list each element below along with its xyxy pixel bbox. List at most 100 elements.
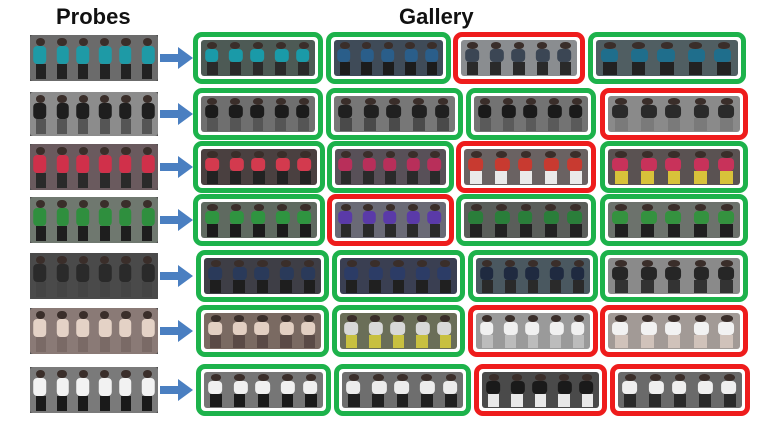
pedestrian-frame bbox=[505, 372, 528, 408]
gallery-match-correct bbox=[327, 141, 454, 193]
result-row bbox=[0, 364, 760, 416]
pedestrian-frame bbox=[661, 149, 687, 185]
pedestrian-frame bbox=[357, 149, 379, 185]
pedestrian-frame bbox=[227, 313, 250, 349]
pedestrian-frame bbox=[596, 40, 624, 76]
pedestrian-frame bbox=[201, 202, 224, 238]
pedestrian-frame bbox=[115, 92, 136, 136]
gallery-match-correct bbox=[600, 250, 748, 302]
pedestrian-frame bbox=[363, 313, 386, 349]
pedestrian-frame bbox=[137, 92, 158, 136]
pedestrian-frame bbox=[489, 202, 514, 238]
pedestrian-frame bbox=[387, 313, 410, 349]
walking-sequence-frames bbox=[30, 253, 158, 299]
pedestrian-frame bbox=[692, 372, 717, 408]
pedestrian-frame bbox=[224, 149, 247, 185]
walking-sequence-frames bbox=[340, 258, 457, 294]
gallery-match-correct bbox=[193, 141, 325, 193]
pedestrian-frame bbox=[51, 92, 72, 136]
pedestrian-frame bbox=[439, 372, 463, 408]
pedestrian-frame bbox=[464, 149, 489, 185]
pedestrian-frame bbox=[474, 96, 497, 132]
walking-sequence-frames bbox=[30, 197, 158, 243]
pedestrian-frame bbox=[514, 202, 539, 238]
pedestrian-frame bbox=[538, 202, 563, 238]
walking-sequence-frames bbox=[596, 40, 738, 76]
walking-sequence-frames bbox=[335, 202, 446, 238]
pedestrian-frame bbox=[51, 253, 72, 299]
pedestrian-frame bbox=[73, 367, 94, 413]
pedestrian-frame bbox=[251, 258, 274, 294]
pedestrian-frame bbox=[544, 258, 567, 294]
gallery-match-correct bbox=[600, 141, 748, 193]
gallery-match-correct bbox=[193, 194, 325, 246]
pedestrian-frame bbox=[274, 258, 297, 294]
pedestrian-frame bbox=[271, 202, 294, 238]
pedestrian-frame bbox=[507, 40, 530, 76]
pedestrian-frame bbox=[30, 144, 51, 190]
pedestrian-frame bbox=[567, 258, 590, 294]
walking-sequence-frames bbox=[201, 149, 317, 185]
gallery-match-correct bbox=[456, 194, 596, 246]
probe-image bbox=[30, 367, 158, 413]
pedestrian-frame bbox=[634, 202, 660, 238]
pedestrian-frame bbox=[30, 35, 51, 81]
probe-image bbox=[30, 35, 158, 81]
walking-sequence-frames bbox=[342, 372, 463, 408]
pedestrian-frame bbox=[201, 149, 224, 185]
gallery-match-correct bbox=[334, 364, 471, 416]
pedestrian-frame bbox=[522, 258, 545, 294]
probe-image bbox=[30, 197, 158, 243]
pedestrian-frame bbox=[94, 308, 115, 354]
pedestrian-frame bbox=[30, 367, 51, 413]
pedestrian-frame bbox=[464, 202, 489, 238]
pedestrian-frame bbox=[402, 149, 424, 185]
gallery-match-correct bbox=[326, 88, 463, 140]
pedestrian-frame bbox=[51, 308, 72, 354]
right-arrow-icon bbox=[160, 103, 193, 125]
walking-sequence-frames bbox=[30, 308, 158, 354]
pedestrian-frame bbox=[661, 313, 687, 349]
gallery-match-correct bbox=[468, 250, 598, 302]
pedestrian-frame bbox=[634, 313, 660, 349]
gallery-heading: Gallery bbox=[399, 4, 474, 29]
pedestrian-frame bbox=[247, 149, 270, 185]
walking-sequence-frames bbox=[461, 40, 577, 76]
pedestrian-frame bbox=[378, 40, 400, 76]
walking-sequence-frames bbox=[464, 149, 588, 185]
pedestrian-frame bbox=[252, 372, 276, 408]
gallery-match-correct bbox=[193, 32, 323, 84]
pedestrian-frame bbox=[247, 40, 270, 76]
result-row bbox=[0, 88, 760, 140]
walking-sequence-frames bbox=[30, 144, 158, 190]
pedestrian-frame bbox=[563, 202, 588, 238]
pedestrian-frame bbox=[356, 40, 378, 76]
pedestrian-frame bbox=[30, 197, 51, 243]
pedestrian-frame bbox=[563, 149, 588, 185]
pedestrian-frame bbox=[224, 202, 247, 238]
pedestrian-frame bbox=[335, 202, 357, 238]
gallery-match-wrong bbox=[600, 88, 748, 140]
pedestrian-frame bbox=[298, 313, 321, 349]
pedestrian-frame bbox=[714, 149, 740, 185]
gallery-match-correct bbox=[600, 194, 748, 246]
probe-image bbox=[30, 144, 158, 190]
walking-sequence-frames bbox=[335, 149, 446, 185]
pedestrian-frame bbox=[73, 253, 94, 299]
pedestrian-frame bbox=[137, 144, 158, 190]
pedestrian-frame bbox=[531, 40, 554, 76]
pedestrian-frame bbox=[710, 40, 738, 76]
pedestrian-frame bbox=[538, 149, 563, 185]
pedestrian-frame bbox=[499, 258, 522, 294]
pedestrian-frame bbox=[292, 96, 315, 132]
right-arrow-icon bbox=[160, 320, 193, 342]
pedestrian-frame bbox=[340, 258, 363, 294]
pedestrian-frame bbox=[201, 96, 224, 132]
gallery-match-wrong bbox=[600, 305, 748, 357]
pedestrian-frame bbox=[269, 96, 292, 132]
pedestrian-frame bbox=[567, 313, 590, 349]
pedestrian-frame bbox=[489, 149, 514, 185]
gallery-match-wrong bbox=[468, 305, 598, 357]
pedestrian-frame bbox=[434, 258, 457, 294]
pedestrian-frame bbox=[94, 367, 115, 413]
